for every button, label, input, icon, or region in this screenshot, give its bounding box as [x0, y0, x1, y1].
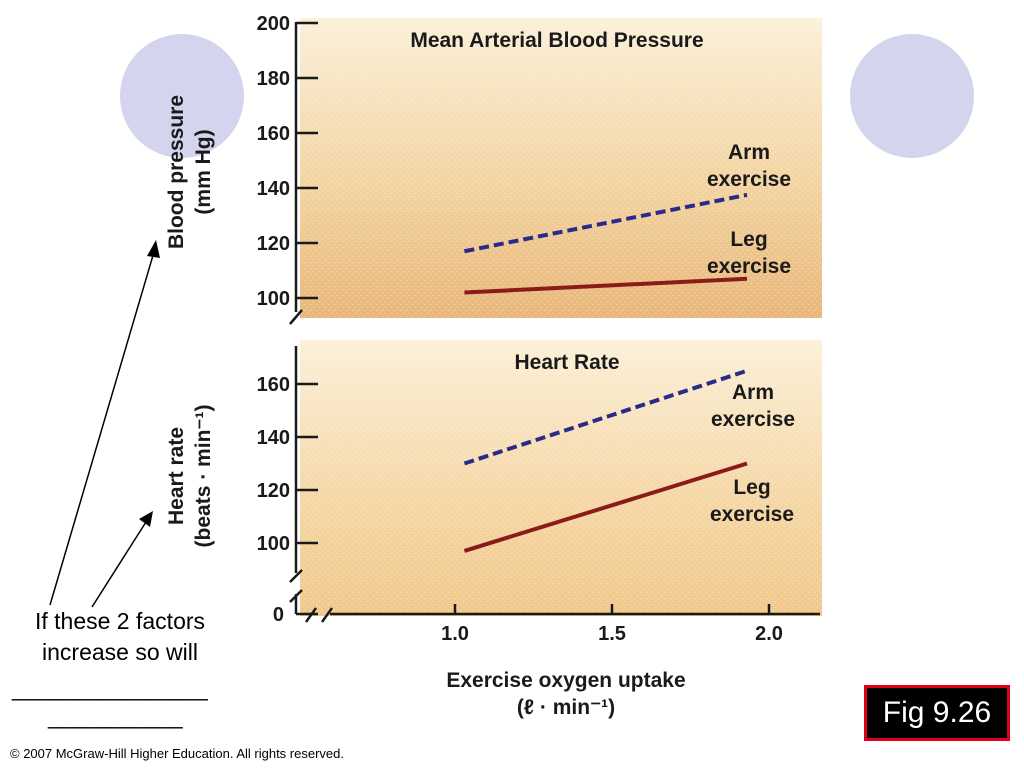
hr-zero-tick-label: 0 [273, 604, 284, 626]
hr-arm-label-line1: Arm [732, 381, 774, 404]
hr-y-tick-label-160: 160 [257, 374, 290, 396]
bp-y-tick-label-100: 100 [257, 288, 290, 310]
bp-series-lines [464, 192, 748, 295]
x-axis-label-line2: (ℓ · min⁻¹) [517, 696, 615, 719]
bp-series-leg-line [464, 276, 748, 295]
bp-arm-label-line2: exercise [707, 168, 791, 191]
hr-y-tick-label-120: 120 [257, 480, 290, 502]
hr-y-tick-label-100: 100 [257, 533, 290, 555]
hr-series-leg-line [463, 461, 748, 553]
bp-y-tick-label-120: 120 [257, 233, 290, 255]
bp-axis-break [289, 309, 303, 325]
hr-series-arm-line [463, 368, 748, 466]
annotation-line1: If these 2 factors [34, 608, 206, 634]
bp-y-label-line2: (mm Hg) [192, 129, 215, 214]
bp-series-arm-line [464, 192, 748, 254]
answer-blank-line2: ___________ [48, 704, 183, 729]
bp-chart-title: Mean Arterial Blood Pressure [410, 29, 703, 52]
answer-blank-line1: ________________ [12, 676, 208, 701]
hr-y-label-line1: Heart rate [165, 427, 188, 525]
bp-y-axis-label: Blood pressure (mm Hg) [165, 95, 215, 249]
hr-chart-title: Heart Rate [514, 351, 619, 374]
hr-y-tick-label-140: 140 [257, 427, 290, 449]
bp-y-label-line1: Blood pressure [165, 95, 188, 249]
figure-label: Fig 9.26 [864, 685, 1010, 741]
decorative-circle-right [850, 34, 974, 158]
bp-leg-label-line2: exercise [707, 255, 791, 278]
annotation-line2: increase so will [42, 639, 198, 665]
copyright-notice: © 2007 McGraw-Hill Higher Education. All… [10, 746, 344, 761]
arrow-to-bp-label-head [147, 240, 160, 258]
x-tick-label-1.0: 1.0 [441, 623, 469, 645]
bp-y-tick-label-200: 200 [257, 13, 290, 35]
bp-leg-label-line1: Leg [730, 228, 767, 251]
bp-y-ticks: 100 120 140 160 180 200 [257, 13, 318, 310]
hr-y-axis-label: Heart rate (beats · min⁻¹) [165, 405, 215, 548]
arrow-to-hr-label-line [91, 521, 147, 608]
arrow-to-bp-label-line [49, 251, 155, 606]
bp-plot-texture [300, 18, 822, 318]
hr-series-lines [463, 368, 748, 553]
bp-y-tick-label-160: 160 [257, 123, 290, 145]
bp-y-tick-label-180: 180 [257, 68, 290, 90]
hr-leg-label-line2: exercise [710, 503, 794, 526]
x-tick-label-1.5: 1.5 [598, 623, 626, 645]
hr-leg-label-line1: Leg [733, 476, 770, 499]
hr-y-ticks: 100 120 140 160 [257, 374, 318, 555]
decorative-circle-left [120, 34, 244, 158]
x-axis-break [304, 607, 334, 623]
bp-y-tick-label-140: 140 [257, 178, 290, 200]
bp-arm-label-line1: Arm [728, 141, 770, 164]
x-axis-label-line1: Exercise oxygen uptake [446, 669, 685, 692]
annotation-note: If these 2 factors increase so will [10, 606, 230, 668]
x-tick-label-2.0: 2.0 [755, 623, 783, 645]
hr-arm-label-line2: exercise [711, 408, 795, 431]
x-axis-ticks: 1.0 1.5 2.0 [441, 604, 783, 645]
arrow-to-hr-label-head [139, 511, 153, 527]
hr-plot-texture [300, 340, 822, 616]
hr-y-label-line2: (beats · min⁻¹) [192, 405, 215, 548]
